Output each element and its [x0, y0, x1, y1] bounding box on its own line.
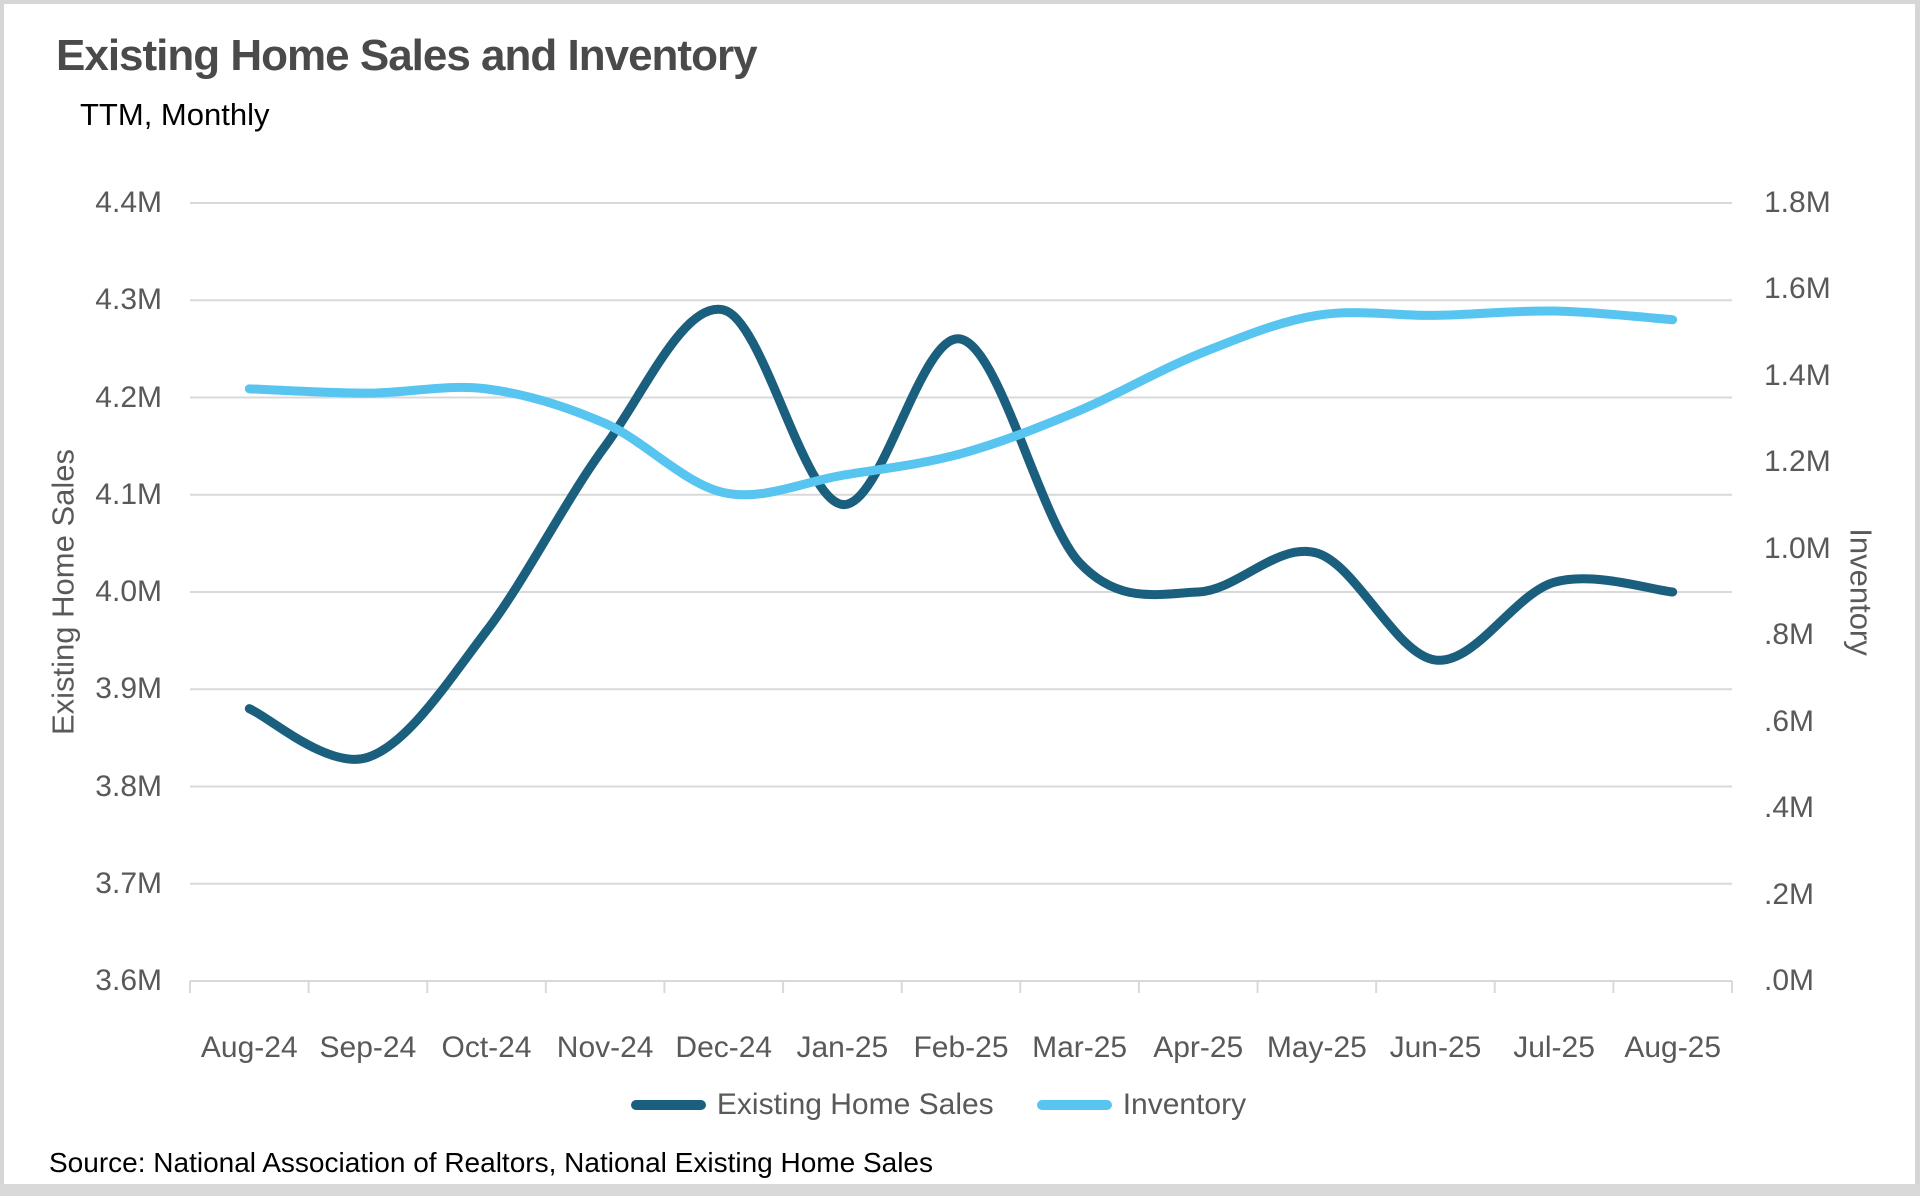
x-axis-tick-label: Nov-24: [556, 1031, 654, 1064]
right-axis-title: Inventory: [1843, 528, 1879, 656]
source-note: Source: National Association of Realtors…: [49, 1147, 933, 1178]
right-axis-tick-label: 1.0M: [1764, 531, 1831, 565]
chart-title: Existing Home Sales and Inventory: [56, 31, 758, 80]
x-axis-tick-label: Jul-25: [1513, 1031, 1595, 1064]
x-axis-tick-label: Jan-25: [796, 1031, 889, 1064]
x-axis-tick-label: Dec-24: [675, 1031, 773, 1064]
legend-label-inventory: Inventory: [1122, 1088, 1247, 1121]
sales-line: [244, 304, 1678, 764]
left-axis-tick-label: 4.0M: [95, 575, 162, 608]
right-axis-tick-label: 1.8M: [1764, 186, 1831, 219]
x-axis-tick-label: Jun-25: [1389, 1031, 1482, 1064]
left-axis-tick-label: 4.4M: [95, 186, 162, 219]
x-axis-tick-label: Oct-24: [441, 1031, 532, 1064]
x-axis-tick-label: Apr-25: [1153, 1031, 1244, 1064]
right-axis-tick-label: .4M: [1764, 791, 1815, 825]
right-axis-tick-label: .6M: [1764, 704, 1815, 738]
x-axis-tick-label: Feb-25: [913, 1031, 1009, 1064]
left-axis-tick-label: 4.1M: [95, 477, 162, 511]
x-axis-tick-label: May-25: [1266, 1031, 1367, 1064]
right-axis-tick-label: .0M: [1764, 964, 1815, 997]
left-axis-tick-label: 3.8M: [95, 769, 162, 803]
right-axis-tick-label: 1.4M: [1764, 358, 1831, 392]
left-axis-tick-label: 3.9M: [95, 672, 162, 706]
left-axis-title: Existing Home Sales: [45, 448, 81, 736]
legend-label-sales: Existing Home Sales: [716, 1088, 994, 1121]
right-axis-tick-label: 1.2M: [1764, 445, 1831, 479]
x-axis-tick-label: Sep-24: [319, 1031, 417, 1064]
x-axis-tick-label: Aug-24: [200, 1031, 298, 1064]
left-axis-tick-label: 4.3M: [95, 283, 162, 317]
inventory-legend-swatch-icon: [1036, 1100, 1112, 1110]
right-axis-tick-label: .8M: [1764, 618, 1815, 652]
legend-item-sales: Existing Home Sales: [630, 1088, 994, 1121]
left-axis-tick-label: 4.2M: [95, 380, 162, 414]
right-axis-tick-label: 1.6M: [1764, 272, 1831, 306]
sales-legend-swatch-icon: [630, 1100, 706, 1110]
legend: Existing Home Sales Inventory: [0, 1089, 1877, 1121]
x-axis-tick-label: Mar-25: [1032, 1031, 1128, 1064]
chart-subtitle: TTM, Monthly: [80, 97, 270, 132]
legend-item-inventory: Inventory: [1036, 1088, 1247, 1121]
left-axis-tick-label: 3.7M: [95, 866, 162, 900]
x-axis-tick-label: Aug-25: [1624, 1031, 1722, 1064]
bottom-edge-band: [0, 1184, 1920, 1196]
right-axis-tick-label: .2M: [1764, 877, 1815, 911]
inventory-line: [244, 306, 1678, 500]
left-axis-tick-label: 3.6M: [95, 964, 162, 997]
